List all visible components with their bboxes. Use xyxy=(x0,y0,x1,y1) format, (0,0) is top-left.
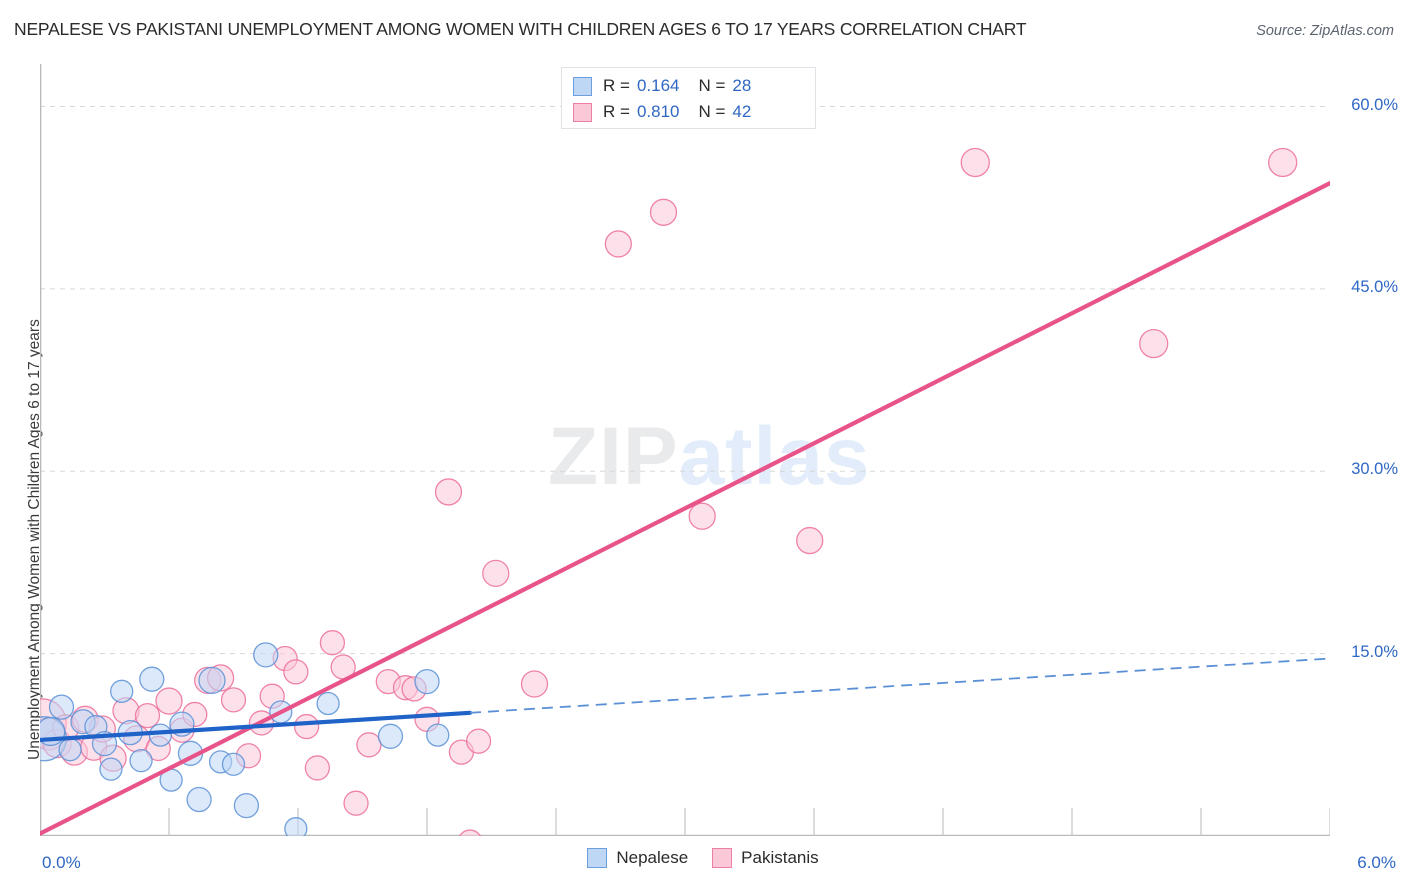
source-attribution: Source: ZipAtlas.com xyxy=(1256,23,1394,39)
data-point xyxy=(284,817,308,836)
series-swatch-nepalese-icon xyxy=(573,76,592,96)
data-point xyxy=(1268,147,1298,178)
legend-label-nepalese: Nepalese xyxy=(616,848,689,867)
r-label: R = xyxy=(603,102,630,121)
data-point xyxy=(304,755,331,781)
r-label: R = xyxy=(603,76,630,95)
data-point xyxy=(48,694,75,720)
data-point xyxy=(129,748,153,773)
y-tick-label: 45.0% xyxy=(1351,277,1398,296)
trendline-nepalese-dashed xyxy=(469,657,1330,714)
data-point xyxy=(58,738,82,762)
data-point xyxy=(283,659,309,685)
data-point xyxy=(198,666,226,695)
data-point xyxy=(377,723,404,749)
y-tick-label: 30.0% xyxy=(1351,460,1398,479)
data-point xyxy=(186,786,212,813)
data-point xyxy=(316,691,340,716)
x-axis-max-label: 6.0% xyxy=(1357,853,1396,872)
data-point xyxy=(356,732,382,758)
series-legend: Nepalese Pakistanis xyxy=(0,848,1406,868)
data-point xyxy=(233,792,260,819)
stats-row-pakistanis: R = 0.810 N = 42 xyxy=(573,99,751,125)
x-axis-min-label: 0.0% xyxy=(42,853,81,872)
legend-item-nepalese[interactable]: Nepalese xyxy=(587,848,688,868)
data-point xyxy=(796,526,824,555)
data-point xyxy=(99,757,123,781)
data-point xyxy=(220,687,247,713)
stats-row-nepalese: R = 0.164 N = 28 xyxy=(573,73,751,99)
legend-swatch-nepalese-icon xyxy=(587,848,608,868)
r-value-pakistanis: 0.810 xyxy=(636,102,680,121)
n-value-nepalese: 28 xyxy=(732,76,752,95)
plot-area xyxy=(40,64,1330,836)
data-point xyxy=(139,666,165,692)
y-tick-label: 15.0% xyxy=(1351,642,1398,661)
data-point xyxy=(960,147,990,178)
n-label: N = xyxy=(698,102,726,121)
page-title: NEPALESE VS PAKISTANI UNEMPLOYMENT AMONG… xyxy=(14,19,1027,39)
y-tick-label: 60.0% xyxy=(1351,95,1398,114)
data-point xyxy=(155,687,183,715)
data-point xyxy=(221,752,246,776)
correlation-stats-box: R = 0.164 N = 28 R = 0.810 N = 42 xyxy=(561,67,816,129)
n-value-pakistanis: 42 xyxy=(732,102,752,121)
data-point xyxy=(148,723,173,747)
data-point xyxy=(1139,328,1169,359)
data-point xyxy=(319,630,346,656)
data-point xyxy=(604,230,632,258)
data-point xyxy=(649,198,678,226)
legend-label-pakistanis: Pakistanis xyxy=(741,848,819,867)
n-label: N = xyxy=(698,76,726,95)
r-value-nepalese: 0.164 xyxy=(636,76,680,95)
data-point xyxy=(110,679,134,703)
legend-swatch-pakistanis-icon xyxy=(712,848,733,868)
data-point xyxy=(458,829,482,836)
data-point xyxy=(688,502,716,530)
data-point xyxy=(520,670,549,698)
data-point xyxy=(482,559,510,588)
data-point xyxy=(465,728,492,754)
data-point xyxy=(426,723,450,747)
data-point xyxy=(253,642,279,668)
series-swatch-pakistanis-icon xyxy=(573,102,592,122)
trendline-pakistanis xyxy=(40,181,1330,836)
data-point xyxy=(134,702,161,729)
data-point xyxy=(414,668,440,695)
legend-item-pakistanis[interactable]: Pakistanis xyxy=(712,848,819,868)
data-point xyxy=(434,478,463,506)
data-point xyxy=(293,713,320,740)
scatter-svg xyxy=(40,64,1330,836)
data-point xyxy=(343,790,369,816)
trendline-nepalese-solid xyxy=(40,710,473,743)
series-points-pakistanis xyxy=(40,147,1298,836)
